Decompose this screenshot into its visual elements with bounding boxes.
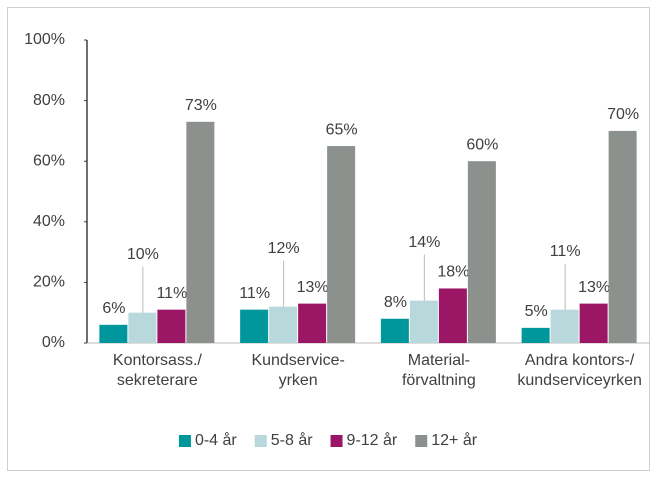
data-label: 12% bbox=[268, 240, 300, 257]
legend-label: 5-8 år bbox=[271, 431, 313, 449]
bar bbox=[186, 121, 215, 343]
legend-swatch bbox=[415, 435, 428, 447]
legend-item: 12+ år bbox=[415, 431, 478, 449]
y-tick-label: 20% bbox=[33, 274, 65, 291]
y-tick-label: 60% bbox=[33, 152, 65, 169]
x-tick-label: sekreterare bbox=[117, 372, 198, 389]
x-tick-label: yrken bbox=[279, 372, 318, 389]
data-label: 65% bbox=[326, 121, 358, 138]
data-label: 5% bbox=[525, 303, 548, 320]
x-tick-label: Kontorsass./ bbox=[113, 352, 202, 369]
x-tick-label: Kundservice- bbox=[251, 352, 344, 369]
y-tick-label: 40% bbox=[33, 213, 65, 230]
bar bbox=[298, 303, 327, 343]
legend-label: 0-4 år bbox=[195, 431, 237, 449]
bar bbox=[128, 312, 157, 343]
bar bbox=[579, 303, 608, 343]
bar bbox=[269, 306, 298, 343]
x-tick-label: Andra kontors-/ bbox=[525, 352, 635, 369]
y-tick-label: 100% bbox=[24, 31, 65, 48]
bar bbox=[521, 327, 550, 343]
data-label: 11% bbox=[550, 243, 581, 260]
bar bbox=[608, 130, 637, 343]
data-label: 8% bbox=[384, 294, 407, 311]
x-tick-label: Material- bbox=[408, 352, 470, 369]
legend-swatch bbox=[330, 435, 343, 447]
data-label: 73% bbox=[185, 97, 217, 114]
bar bbox=[550, 309, 579, 343]
bar bbox=[99, 324, 128, 343]
data-label: 10% bbox=[127, 246, 159, 263]
y-tick-label: 0% bbox=[42, 334, 65, 351]
legend-item: 5-8 år bbox=[254, 431, 313, 449]
y-tick-label: 80% bbox=[33, 92, 65, 109]
legend-item: 0-4 år bbox=[178, 431, 237, 449]
legend-label: 9-12 år bbox=[347, 431, 398, 449]
bar bbox=[157, 309, 186, 343]
legend-swatch bbox=[178, 435, 191, 447]
data-label: 18% bbox=[437, 264, 469, 281]
legend-item: 9-12 år bbox=[330, 431, 398, 449]
data-label: 13% bbox=[578, 279, 610, 296]
data-label: 70% bbox=[607, 106, 639, 123]
legend-swatch bbox=[254, 435, 267, 447]
bar bbox=[240, 309, 269, 343]
data-label: 11% bbox=[156, 285, 187, 302]
data-label: 6% bbox=[102, 300, 125, 317]
x-tick-label: kundserviceyrken bbox=[517, 372, 642, 389]
bar bbox=[438, 288, 467, 343]
bar bbox=[327, 146, 356, 343]
bar bbox=[380, 318, 409, 343]
data-label: 14% bbox=[408, 234, 440, 251]
bar bbox=[467, 161, 496, 343]
bar bbox=[409, 300, 438, 343]
data-label: 60% bbox=[466, 136, 498, 153]
legend-label: 12+ år bbox=[431, 431, 477, 449]
x-tick-label: förvaltning bbox=[402, 372, 476, 389]
data-label: 11% bbox=[239, 285, 270, 302]
data-label: 13% bbox=[297, 279, 329, 296]
